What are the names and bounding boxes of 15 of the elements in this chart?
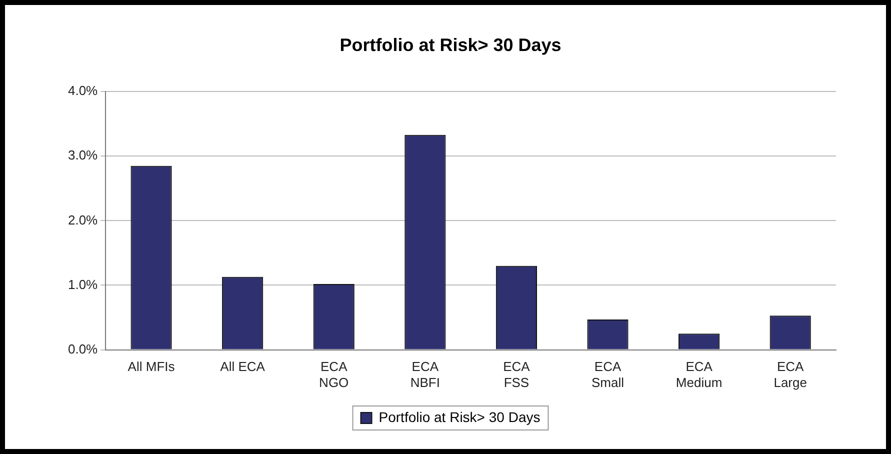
x-tick-label: All ECA	[220, 359, 266, 374]
y-tick-label: 1.0%	[68, 276, 98, 292]
chart-title: Portfolio at Risk> 30 Days	[340, 34, 562, 55]
y-tick-label: 2.0%	[68, 212, 98, 228]
y-tick-label: 4.0%	[68, 83, 98, 98]
x-tick-label: ECA NBFI	[410, 359, 440, 390]
x-tick-label: ECA Large	[774, 359, 807, 390]
x-tick-label: ECA NGO	[319, 359, 349, 390]
x-tick-label: ECA Medium	[676, 359, 722, 390]
x-tick-label: ECA FSS	[503, 359, 530, 390]
x-tick-label: ECA Small	[592, 359, 624, 390]
y-tick-label: 0.0%	[68, 341, 98, 356]
y-tick-label: 3.0%	[68, 148, 98, 163]
x-tick-label: All MFIs	[128, 359, 176, 374]
legend-label: Portfolio at Risk> 30 Days	[378, 408, 540, 425]
